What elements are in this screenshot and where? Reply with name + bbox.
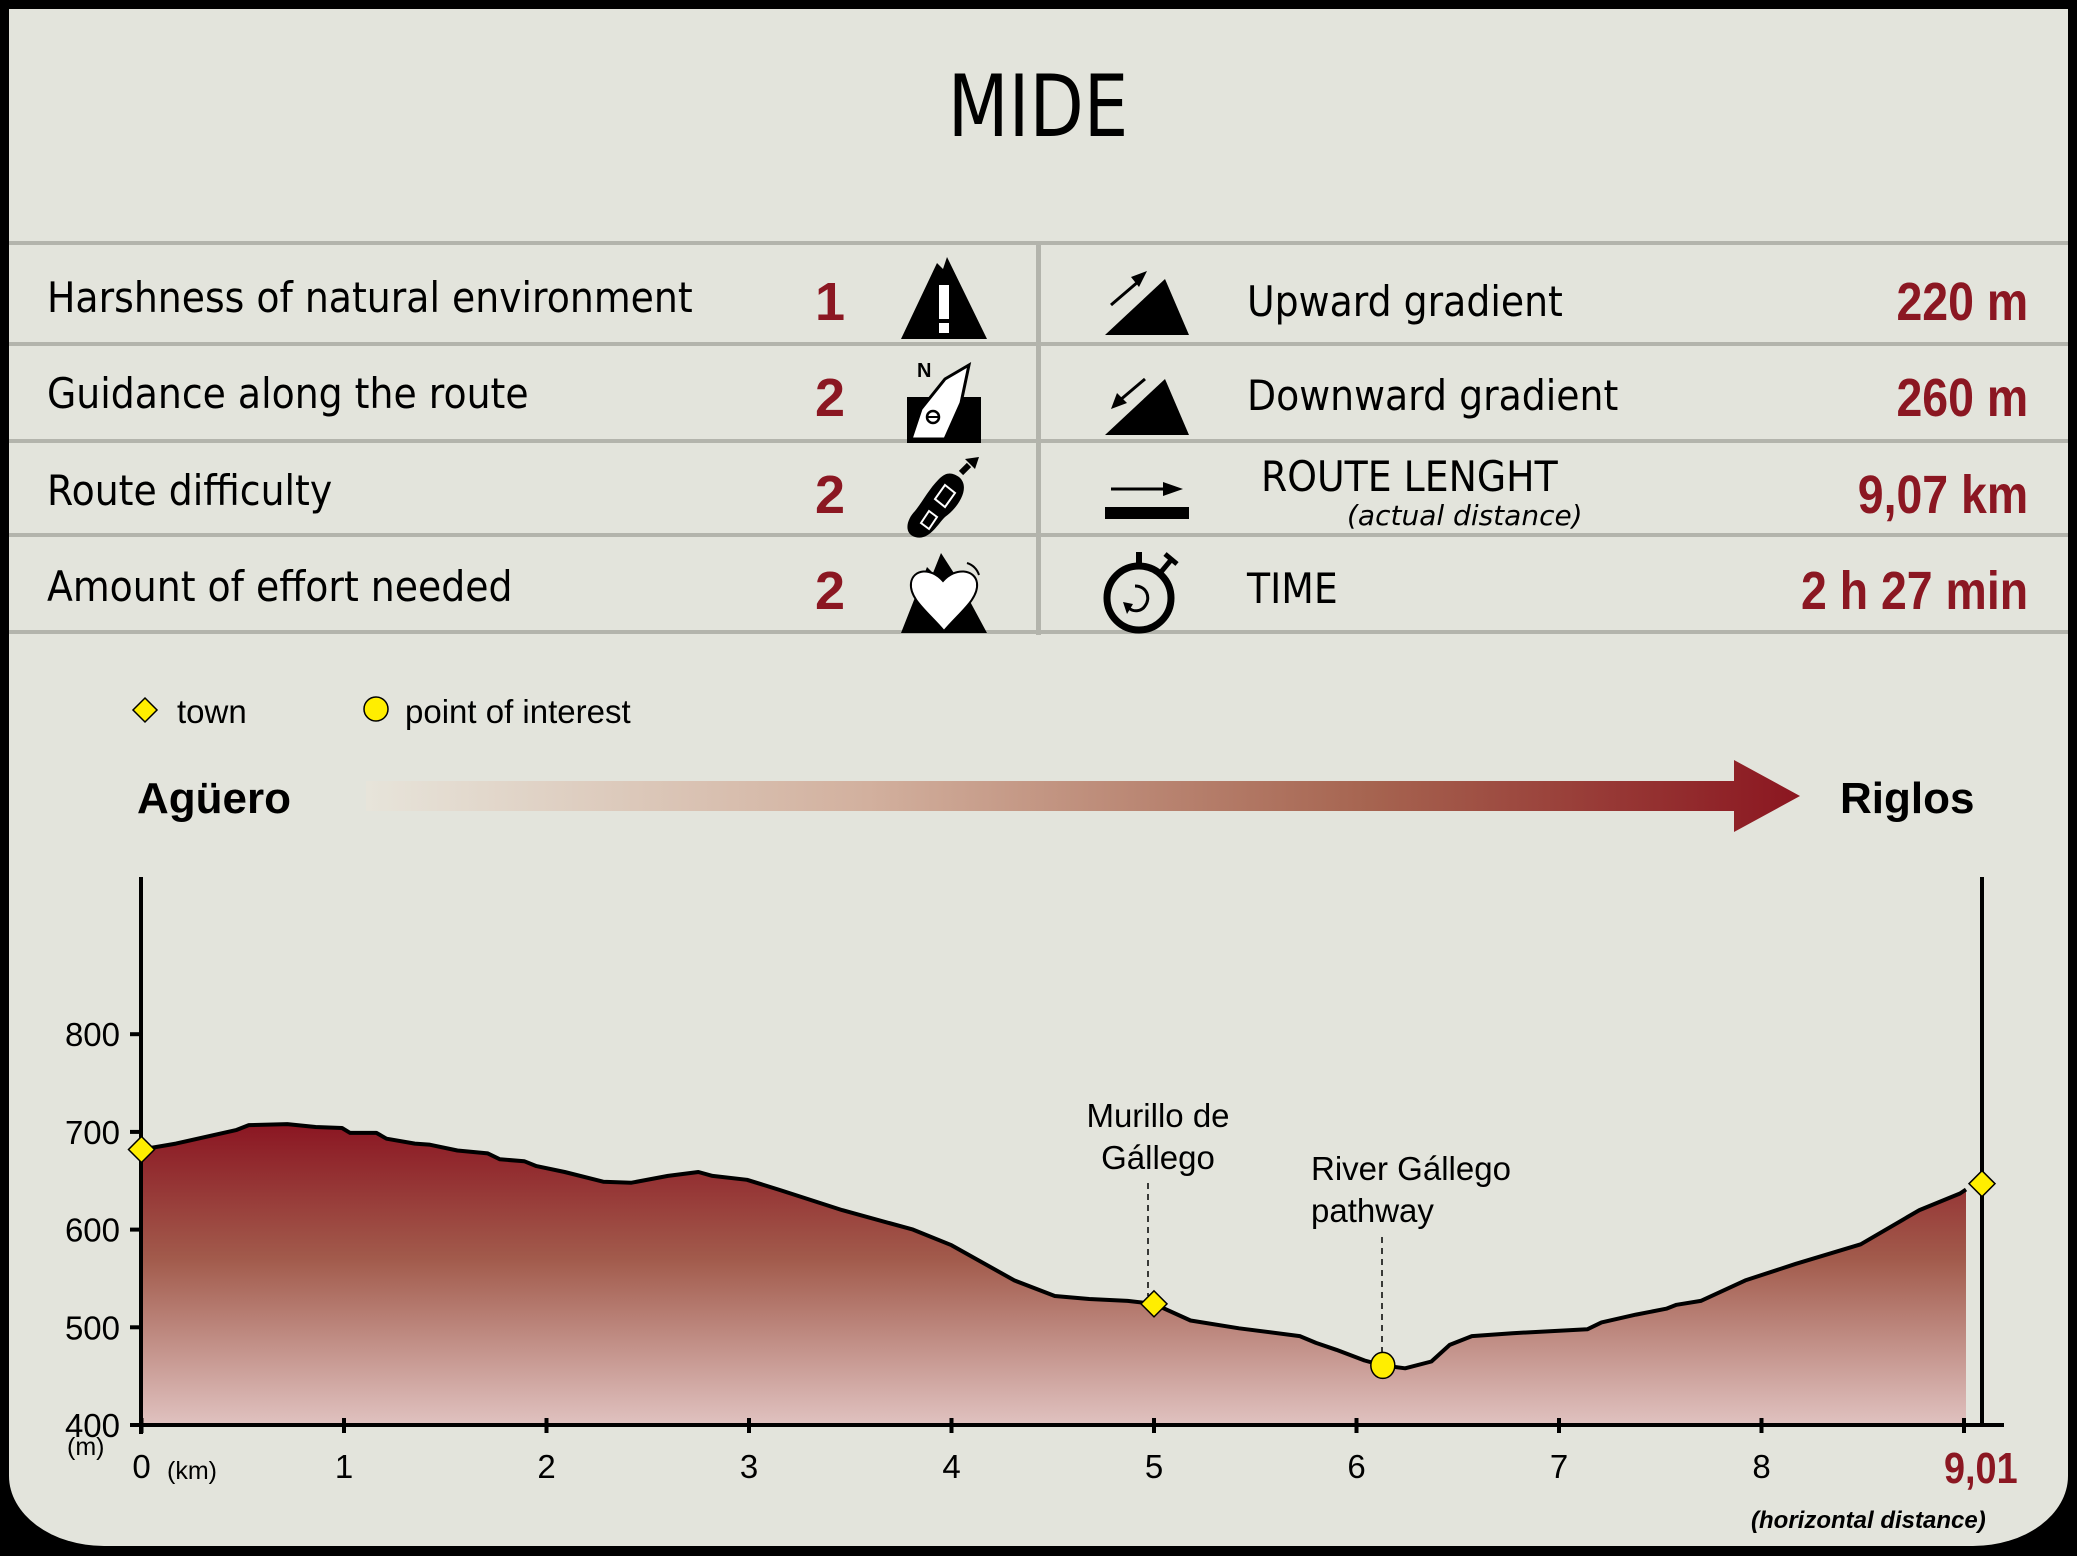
svg-text:8: 8 (1752, 1448, 1770, 1485)
route-length-sublabel: (actual distance) (1347, 499, 1583, 532)
route-direction-arrow-icon (366, 760, 1800, 832)
mide-difficulty-label: Route difficulty (47, 466, 333, 515)
svg-text:6: 6 (1347, 1448, 1365, 1485)
time-value: 2 h 27 min (1800, 561, 2028, 621)
route-end-label: Riglos (1840, 774, 1975, 823)
legend-poi-label: point of interest (405, 693, 631, 730)
svg-text:0: 0 (132, 1448, 150, 1485)
x-unit-label: (km) (167, 1457, 217, 1485)
svg-text:4: 4 (942, 1448, 960, 1485)
svg-text:400: 400 (65, 1407, 120, 1444)
svg-text:5: 5 (1145, 1448, 1163, 1485)
mide-guidance-label: Guidance along the route (47, 369, 529, 418)
boot-sole-icon (907, 457, 979, 538)
upward-gradient-value: 220 m (1896, 272, 2028, 332)
town-marker-icon (131, 696, 159, 724)
x-end-label: 9,01 (1944, 1444, 2018, 1493)
time-label: TIME (1247, 564, 1338, 613)
murillo-annotation: Murillo de Gállego (1086, 1097, 1230, 1176)
poi-marker (1370, 1351, 1396, 1380)
mide-harshness-value: 1 (815, 272, 846, 332)
mide-harshness-label: Harshness of natural environment (47, 273, 693, 322)
mide-difficulty-value: 2 (815, 465, 846, 525)
legend-town-label: town (177, 693, 247, 730)
town-marker (127, 1135, 156, 1164)
route-length-icon (1105, 482, 1189, 519)
stopwatch-icon (1103, 552, 1179, 634)
mide-guidance-value: 2 (815, 368, 846, 428)
river-annotation: River Gállego pathway (1311, 1150, 1511, 1229)
mountain-warning-icon (901, 257, 987, 339)
mide-effort-label: Amount of effort needed (47, 562, 513, 611)
route-start-label: Agüero (137, 774, 291, 823)
mide-card: MIDE Harshness of natural environment 1 … (9, 9, 2068, 1546)
town-marker (1967, 1169, 1997, 1198)
profile-area (141, 1124, 1966, 1425)
route-length-label: ROUTE LENGHT (1261, 452, 1558, 501)
town-marker (1139, 1289, 1169, 1318)
svg-text:1: 1 (335, 1448, 353, 1485)
mide-effort-value: 2 (815, 561, 846, 621)
svg-text:N: N (917, 360, 931, 382)
profile-markers (127, 1135, 1997, 1380)
route-length-value: 9,07 km (1857, 465, 2028, 525)
svg-text:3: 3 (740, 1448, 758, 1485)
svg-text:800: 800 (65, 1016, 120, 1053)
table-divider (9, 241, 2068, 245)
poi-marker-icon (363, 696, 389, 722)
downward-gradient-label: Downward gradient (1247, 371, 1619, 420)
y-unit-label: (m) (67, 1433, 105, 1461)
y-ticks: 400 500 600 700 800 (65, 1016, 141, 1444)
svg-text:700: 700 (65, 1114, 120, 1151)
svg-text:600: 600 (65, 1212, 120, 1249)
heart-mountain-icon (901, 553, 987, 633)
page-title: MIDE (948, 57, 1129, 157)
profile-line (141, 1122, 1968, 1371)
downward-gradient-icon (1105, 377, 1189, 435)
table-column-divider (1036, 245, 1041, 635)
svg-text:2: 2 (537, 1448, 555, 1485)
horizontal-distance-note: (horizontal distance) (1751, 1507, 1986, 1534)
x-ticks: 0 1 2 3 4 5 6 7 8 (132, 1418, 1966, 1485)
compass-guidance-icon: N (907, 360, 981, 443)
upward-gradient-icon (1105, 271, 1189, 335)
svg-text:500: 500 (65, 1309, 120, 1346)
elevation-profile-chart: 400 500 600 700 800 0 1 2 3 4 5 6 7 8 (65, 877, 2004, 1485)
upward-gradient-label: Upward gradient (1247, 277, 1563, 326)
svg-text:7: 7 (1550, 1448, 1568, 1485)
downward-gradient-value: 260 m (1896, 368, 2028, 428)
